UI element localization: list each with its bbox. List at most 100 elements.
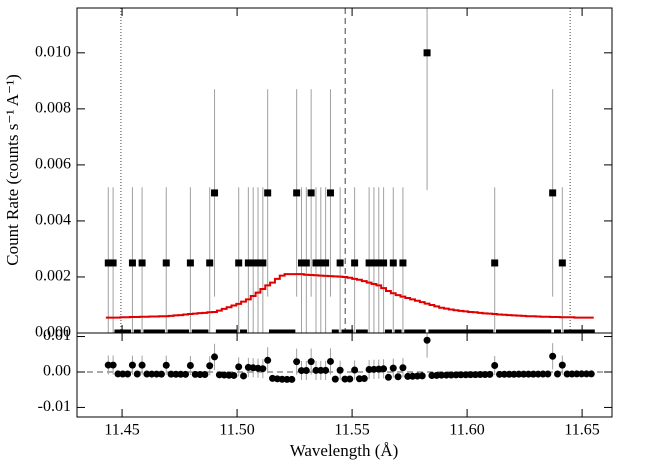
data-point: [534, 329, 542, 333]
residual-point: [496, 370, 504, 378]
residual-point: [317, 366, 325, 374]
residual-point: [157, 370, 165, 378]
data-point: [389, 259, 397, 267]
x-axis-label: Wavelength (Å): [290, 441, 399, 460]
y-tick-label: 0.004: [35, 212, 71, 229]
data-point: [384, 329, 392, 333]
residual-point: [510, 370, 518, 378]
data-point: [573, 329, 581, 333]
residual-point: [302, 366, 310, 374]
data-point: [404, 329, 412, 333]
residual-point: [148, 370, 156, 378]
residual-point: [491, 362, 499, 370]
data-point: [201, 329, 209, 333]
data-point: [409, 329, 417, 333]
x-tick-label: 11.45: [104, 422, 139, 439]
x-tick-label: 11.65: [564, 422, 599, 439]
data-point: [186, 259, 194, 267]
residual-point: [211, 353, 219, 361]
data-point: [128, 259, 136, 267]
residual-point: [384, 373, 392, 381]
residual-point: [549, 352, 557, 360]
data-point: [259, 259, 267, 267]
residual-point: [182, 370, 190, 378]
residual-point: [293, 358, 301, 366]
residual-point: [558, 361, 566, 369]
data-point: [418, 329, 426, 333]
y-tick-label: 0.01: [43, 327, 71, 344]
data-point: [133, 329, 141, 333]
data-point: [375, 259, 383, 267]
data-point: [254, 259, 262, 267]
residual-point: [162, 361, 170, 369]
data-point: [220, 329, 228, 333]
x-tick-label: 11.60: [449, 422, 484, 439]
plot-area: [104, 8, 595, 333]
data-point: [336, 259, 344, 267]
residual-point: [471, 371, 479, 379]
residual-point: [525, 370, 533, 378]
residual-point: [544, 370, 552, 378]
data-point: [307, 189, 315, 197]
plot-frame: [76, 7, 613, 334]
residual-point: [167, 370, 175, 378]
data-point: [302, 259, 310, 267]
y-tick-label: 0.010: [35, 43, 71, 60]
residual-point: [582, 370, 590, 378]
residual-point: [326, 357, 334, 365]
data-point: [273, 329, 281, 333]
data-point: [433, 329, 441, 333]
residual-point: [380, 365, 388, 373]
data-point: [153, 329, 161, 333]
residual-point: [452, 371, 460, 379]
data-point: [104, 259, 112, 267]
data-point: [452, 329, 460, 333]
y-tick-label: 0.008: [35, 100, 71, 117]
data-point: [206, 259, 214, 267]
residual-point: [133, 370, 141, 378]
residual-point: [457, 371, 465, 379]
residual-point: [389, 364, 397, 372]
data-point: [365, 259, 373, 267]
residual-point: [331, 375, 339, 383]
data-point: [114, 329, 122, 333]
data-point: [312, 259, 320, 267]
residual-point: [563, 370, 571, 378]
residual-point: [476, 371, 484, 379]
data-point: [491, 259, 499, 267]
data-point: [476, 329, 484, 333]
residual-point: [109, 361, 117, 369]
data-point: [394, 329, 402, 333]
data-point: [177, 329, 185, 333]
data-point: [317, 259, 325, 267]
residual-point: [539, 370, 547, 378]
data-point: [520, 329, 528, 333]
data-point: [288, 329, 296, 333]
data-point: [138, 259, 146, 267]
data-point: [370, 259, 378, 267]
data-point: [322, 259, 330, 267]
residual-point: [520, 370, 528, 378]
data-point: [558, 259, 566, 267]
y-tick-label: 0.000: [35, 324, 71, 341]
residual-point: [423, 336, 431, 344]
residual-point: [486, 370, 494, 378]
residual-point: [399, 364, 407, 372]
data-point: [341, 329, 349, 333]
data-point: [413, 329, 421, 333]
residual-point: [312, 366, 320, 374]
residual-point: [240, 372, 248, 380]
data-point: [471, 329, 479, 333]
residual-point: [283, 375, 291, 383]
data-point: [568, 329, 576, 333]
residual-point: [360, 375, 368, 383]
residual-point: [322, 366, 330, 374]
data-point: [249, 259, 257, 267]
data-point: [211, 189, 219, 197]
data-point: [297, 259, 305, 267]
data-point: [191, 329, 199, 333]
y-tick-label: -0.01: [38, 398, 71, 415]
data-point: [264, 189, 272, 197]
data-point: [293, 189, 301, 197]
y-axis-label: Count Rate (counts s⁻¹ A⁻¹): [3, 74, 22, 266]
